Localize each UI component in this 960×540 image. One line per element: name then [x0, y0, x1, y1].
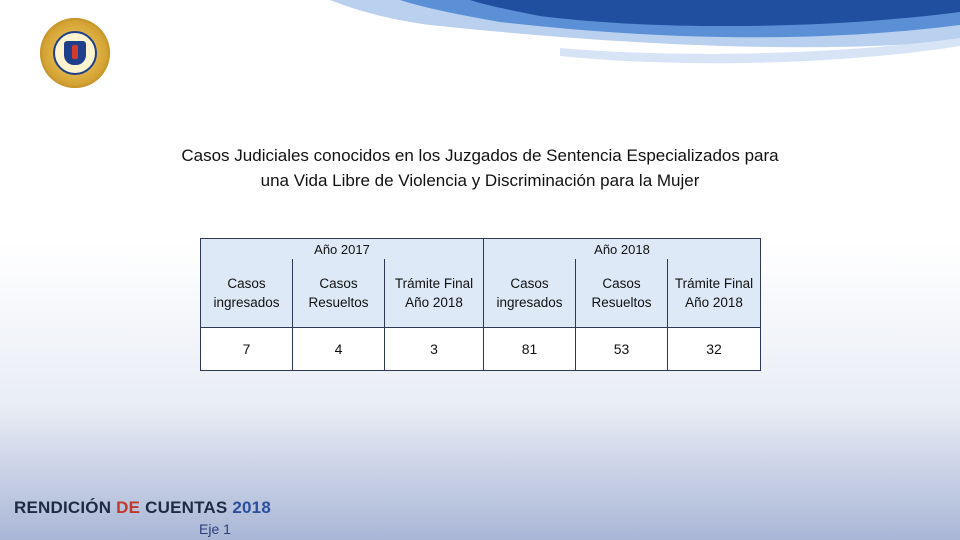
year-header-row: Año 2017 Año 2018	[200, 238, 761, 259]
year-header-2018: Año 2018	[483, 238, 761, 259]
scales-of-justice-icon	[64, 41, 86, 65]
brand-cuentas: CUENTAS	[145, 498, 228, 517]
year-header-2017: Año 2017	[200, 238, 484, 259]
brand-year: 2018	[232, 498, 271, 517]
table-cell: 7	[200, 327, 293, 371]
eje-label: Eje 1	[199, 521, 231, 537]
table-cell: 3	[384, 327, 484, 371]
table-cell: 32	[667, 327, 761, 371]
rendicion-de-cuentas-brand: RENDICIÓN DE CUENTAS 2018	[14, 498, 271, 518]
table-cell: 4	[292, 327, 385, 371]
column-header: Trámite Final Año 2018	[667, 259, 761, 328]
title-line-1: Casos Judiciales conocidos en los Juzgad…	[181, 146, 779, 165]
table-cell: 81	[483, 327, 576, 371]
cases-table: Año 2017 Año 2018 Casos ingresados Casos R…	[200, 238, 761, 371]
column-header: Casos ingresados	[483, 259, 576, 328]
brand-main: RENDICIÓN	[14, 498, 112, 517]
page-title: Casos Judiciales conocidos en los Juzgad…	[150, 143, 810, 193]
brand-de: DE	[116, 498, 141, 517]
column-header-row: Casos ingresados Casos Resueltos Trámite F…	[200, 259, 761, 328]
column-header: Casos ingresados	[200, 259, 293, 328]
logo-seal-center	[53, 31, 97, 75]
column-header: Casos Resueltos	[575, 259, 668, 328]
table-row: 7 4 3 81 53 32	[200, 327, 761, 371]
table-cell: 53	[575, 327, 668, 371]
header-swoosh-graphic	[330, 0, 960, 64]
title-line-2: una Vida Libre de Violencia y Discrimina…	[260, 171, 700, 190]
organo-judicial-logo	[40, 18, 110, 88]
column-header: Casos Resueltos	[292, 259, 385, 328]
column-header: Trámite Final Año 2018	[384, 259, 484, 328]
